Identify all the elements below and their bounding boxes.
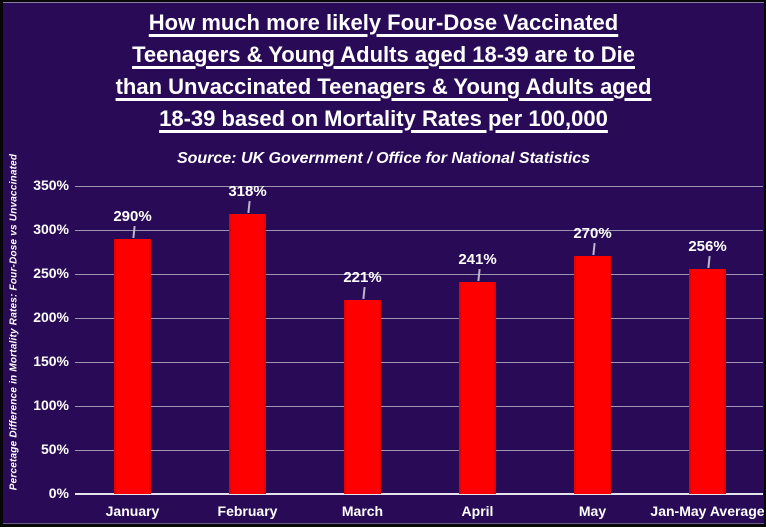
chart-source: Source: UK Government / Office for Natio… [176, 150, 591, 167]
y-gridline [75, 362, 763, 363]
y-gridline [75, 230, 763, 231]
y-tick-label: 200% [33, 309, 69, 325]
y-tick-label: 350% [33, 177, 69, 193]
x-category-label: March [341, 503, 384, 519]
x-category-label: Jan-May Average [650, 503, 765, 519]
x-category-label: April [461, 503, 494, 519]
data-label-leader-line [361, 286, 365, 299]
bar [459, 281, 496, 494]
y-tick-label: 0% [48, 485, 69, 501]
x-axis-line [75, 493, 763, 495]
chart-title: How much more likely Four-Dose Vaccinate… [3, 7, 764, 135]
bar-value-label: 256% [688, 237, 727, 255]
x-category-label: May [578, 503, 607, 519]
bar-value-label: 290% [113, 207, 152, 225]
data-label-leader-line [476, 268, 480, 281]
chart-title-line-4: 18-39 based on Mortality Rates per 100,0… [159, 106, 608, 131]
x-category-label: January [105, 503, 160, 519]
bar-value-label: 270% [573, 225, 612, 243]
data-label-leader-line [591, 243, 595, 256]
data-label-leader-line [706, 255, 710, 268]
y-gridline [75, 274, 763, 275]
bar [689, 268, 726, 494]
y-gridline [75, 406, 763, 407]
data-label-leader-line [131, 225, 135, 238]
y-tick-label: 150% [33, 353, 69, 369]
bar [344, 299, 381, 494]
bar [229, 214, 266, 494]
bar [114, 238, 151, 494]
y-gridline [75, 186, 763, 187]
data-label-leader-line [246, 201, 250, 214]
x-category-label: February [217, 503, 278, 519]
chart-title-line-2: Teenagers & Young Adults aged 18-39 are … [132, 42, 635, 67]
y-tick-label: 250% [33, 265, 69, 281]
bar-value-label: 241% [458, 250, 497, 268]
bar [574, 256, 611, 494]
y-tick-label: 50% [40, 441, 69, 457]
chart-title-line-1: How much more likely Four-Dose Vaccinate… [148, 10, 619, 35]
y-tick-label: 100% [33, 397, 69, 413]
y-tick-label: 300% [33, 221, 69, 237]
bar-value-label: 318% [228, 183, 267, 201]
y-gridline [75, 318, 763, 319]
y-gridline [75, 450, 763, 451]
bar-value-label: 221% [343, 268, 382, 286]
chart-title-line-3: than Unvaccinated Teenagers & Young Adul… [115, 74, 652, 99]
